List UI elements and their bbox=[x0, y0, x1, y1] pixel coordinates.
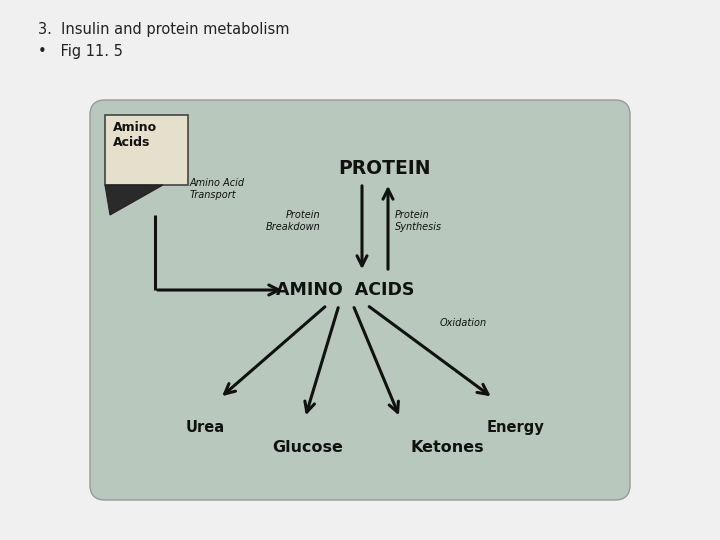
Text: Amino
Acids: Amino Acids bbox=[113, 121, 157, 149]
Text: PROTEIN: PROTEIN bbox=[338, 159, 431, 178]
Text: Oxidation: Oxidation bbox=[440, 318, 487, 328]
Text: •   Fig 11. 5: • Fig 11. 5 bbox=[38, 44, 123, 59]
Text: Energy: Energy bbox=[486, 420, 544, 435]
Text: Protein
Breakdown: Protein Breakdown bbox=[265, 210, 320, 232]
Polygon shape bbox=[105, 185, 163, 215]
Polygon shape bbox=[105, 115, 188, 185]
Text: Ketones: Ketones bbox=[410, 440, 484, 455]
Text: AMINO  ACIDS: AMINO ACIDS bbox=[276, 281, 414, 299]
Text: Glucose: Glucose bbox=[273, 440, 343, 455]
Text: Protein
Synthesis: Protein Synthesis bbox=[395, 210, 442, 232]
Text: Amino Acid
Transport: Amino Acid Transport bbox=[190, 178, 245, 200]
Text: 3.  Insulin and protein metabolism: 3. Insulin and protein metabolism bbox=[38, 22, 289, 37]
FancyBboxPatch shape bbox=[90, 100, 630, 500]
Text: Urea: Urea bbox=[186, 420, 225, 435]
